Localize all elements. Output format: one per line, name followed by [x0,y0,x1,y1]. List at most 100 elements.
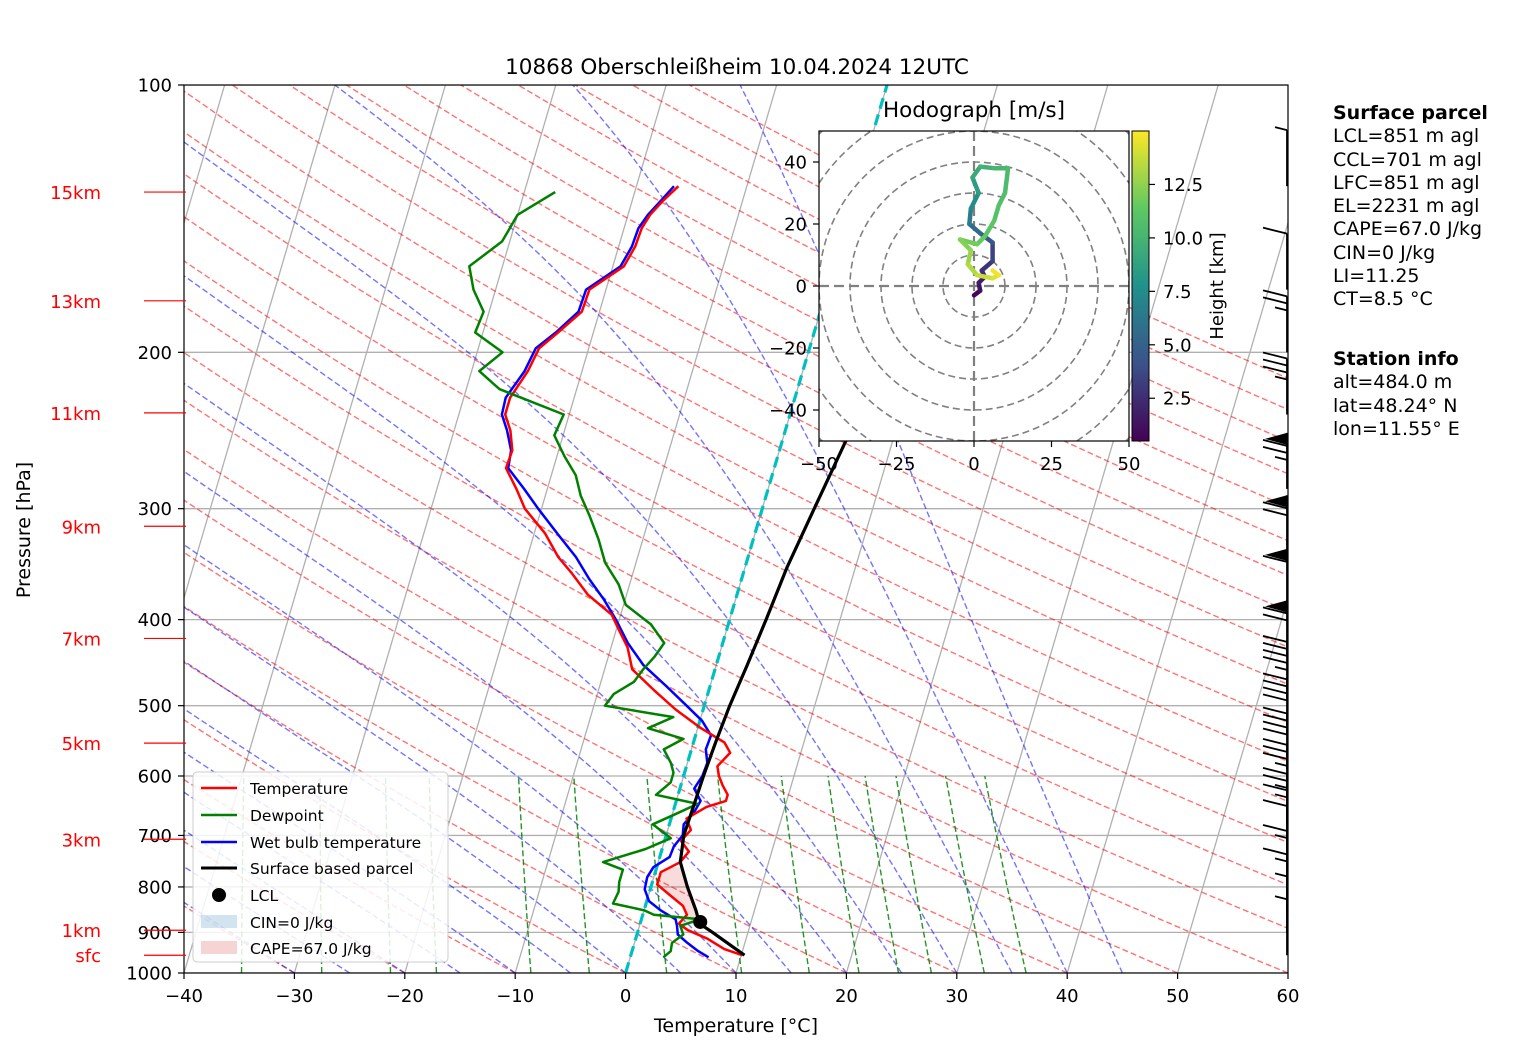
hodograph-x-tick-label: 50 [1118,454,1141,475]
surface-parcel-panel: Surface parcel LCL=851 m agl CCL=701 m a… [1333,102,1488,312]
hodograph-segment [957,237,974,253]
dry-adiabat-line [184,448,1178,973]
wind-barb-pennant [1265,548,1287,561]
wind-barb-full [1262,606,1288,615]
wind-barb-full [1262,799,1288,807]
mixing-ratio-line [864,775,900,973]
hodograph-segment [996,190,1008,208]
mixing-ratio-line [517,775,532,973]
wind-barb-pennant [1265,600,1287,613]
surface-parcel-el: EL=2231 m agl [1333,195,1480,218]
wind-barb-full [1262,783,1288,792]
hodograph-segment [974,272,995,281]
x-tick-label: −10 [496,986,534,1007]
dry-adiabat-line [184,216,1288,803]
hodograph-x-tick-label: −25 [878,454,916,475]
dry-adiabat-line [184,131,1288,724]
cape-shading [657,867,700,924]
wind-barb-full [1262,635,1288,643]
series-line-temperature [503,185,743,957]
height-marker-label: sfc [75,946,101,967]
y-tick-label: 100 [138,76,172,97]
y-tick-label: 400 [138,610,172,631]
colorbar-tick-label: 5.0 [1163,335,1192,356]
wind-barb [1262,432,1288,489]
colorbar-ticks: 2.5 5.0 7.5 10.0 12.5 [1149,175,1203,410]
mixing-ratio-line [716,775,743,973]
hodograph-segment [967,206,974,227]
wind-barb-full [1262,679,1288,688]
y-axis-label: Pressure [hPa] [13,462,35,598]
height-marker-label: 3km [62,830,101,851]
isotherm-line [184,85,336,601]
x-tick-label: 10 [725,986,748,1007]
wind-barb-full [1262,706,1288,715]
hodograph-segment [990,268,1002,278]
surface-parcel-ccl: CCL=701 m agl [1333,148,1482,171]
legend-label-lcl: LCL [250,887,278,905]
hodograph-x-tick-label: 0 [968,454,979,475]
wind-barb-half [1274,872,1288,878]
mixing-ratio-line [984,775,1027,973]
colorbar-tick-label: 10.0 [1163,228,1203,249]
mixing-ratio-line [646,775,668,973]
wind-barb-full [1262,745,1288,753]
legend-label-wetbulb: Wet bulb temperature [250,834,421,852]
moist-adiabat-line [184,470,792,973]
height-marker-label: 13km [50,292,101,313]
wind-barb-pennant [1265,432,1287,445]
series-line-wet-bulb-temperature [500,185,713,959]
height-marker-label: 11km [50,404,101,425]
hodograph-segment [1002,165,1011,196]
wind-barb-full [1262,365,1288,374]
y-tick-label: 300 [138,499,172,520]
surface-parcel-lcl: LCL=851 m agl [1333,125,1480,148]
hodograph-segment [967,221,983,236]
mixing-ratio-line [573,775,590,973]
legend: Temperature Dewpoint Wet bulb temperatur… [192,771,449,963]
wind-barb-half [1274,834,1288,839]
height-marker-label: 7km [62,629,101,650]
mixing-ratio-line [780,775,810,973]
height-marker-label: 1km [62,921,101,942]
wind-barb [1262,738,1288,801]
y-tick-label: 200 [138,343,172,364]
x-tick-label: 40 [1056,986,1079,1007]
wind-barb-half [1274,784,1288,789]
surface-parcel-lfc: LFC=851 m agl [1333,171,1480,194]
hodograph-y-tick-label: 20 [784,215,807,236]
isotherm-line [514,85,778,973]
colorbar-tick-label: 12.5 [1163,175,1203,196]
dry-adiabat-line [184,605,847,973]
wind-barb-half [1274,895,1288,901]
colorbar-tick-label: 7.5 [1163,282,1192,303]
series-line-dewpoint [468,191,702,959]
wind-barb-full [1262,642,1288,650]
x-tick-label: −20 [386,986,424,1007]
hodograph-x-tick-label: −50 [800,454,838,475]
moist-adiabat-line [572,85,1068,973]
legend-swatch-cape [201,941,237,954]
mixing-ratio-line [895,775,933,973]
wind-barb-half [1274,306,1288,312]
profile-lines [468,185,914,959]
legend-label-dewpoint: Dewpoint [250,807,324,825]
wind-barb-full [1262,767,1288,775]
dry-adiabat-line [184,260,1288,844]
legend-label-cape: CAPE=67.0 J/kg [250,940,372,958]
height-marker-label: 9km [62,517,101,538]
hodograph-y-tick-label: 0 [796,277,807,298]
hodograph-segment [970,175,981,196]
hodograph-y-tick-label: −40 [769,401,807,422]
x-tick-label: 30 [945,986,968,1007]
x-tick-label: 0 [620,986,631,1007]
x-tick-label: 20 [835,986,858,1007]
hodograph-title: Hodograph [m/s] [883,98,1065,123]
x-tick-label: −30 [275,986,313,1007]
wind-barb-full [1262,351,1288,360]
wind-barb-full [1262,508,1288,517]
dry-adiabat-line [184,399,1288,973]
wind-barb-full [1262,824,1288,832]
hodograph-segment [965,262,980,278]
x-axis-label: Temperature [°C] [653,1015,818,1037]
